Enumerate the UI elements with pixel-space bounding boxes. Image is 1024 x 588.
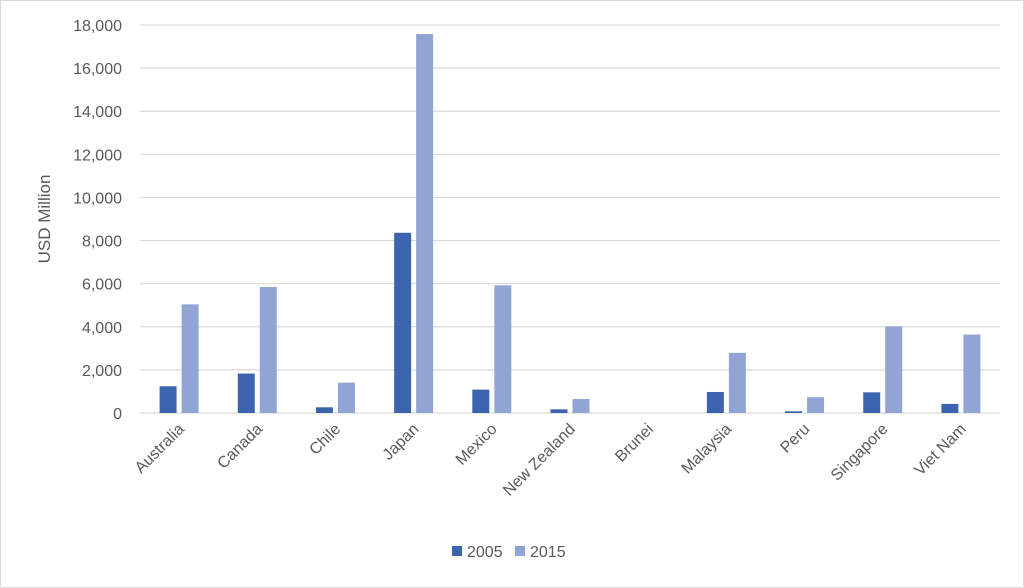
bar-2015-singapore xyxy=(885,326,903,413)
y-tick-label: 18,000 xyxy=(73,18,122,35)
x-tick-label: Mexico xyxy=(453,421,501,469)
x-tick-label: Singapore xyxy=(828,421,892,485)
y-tick-label: 16,000 xyxy=(73,61,122,78)
bar-2005-japan xyxy=(394,232,412,413)
bar-2015-japan xyxy=(416,34,434,413)
x-tick-label: New Zealand xyxy=(500,421,579,500)
legend-swatch-2015 xyxy=(515,546,525,556)
x-tick-label: Viet Nam xyxy=(911,421,969,479)
x-tick-label: Canada xyxy=(214,421,266,473)
bar-2015-malaysia xyxy=(728,352,746,413)
bar-2015-viet-nam xyxy=(963,334,981,413)
x-tick-label: Australia xyxy=(132,421,188,477)
bar-2015-chile xyxy=(337,382,355,413)
y-tick-label: 0 xyxy=(113,406,122,423)
bar-2005-chile xyxy=(315,407,333,413)
legend-label: 2015 xyxy=(530,544,566,561)
x-tick-labels: Australia Canada Chile Japan Mexico New Zeala… xyxy=(132,421,970,500)
x-tick-label: Brunei xyxy=(612,421,657,466)
gridlines xyxy=(140,24,1000,414)
bar-2015-australia xyxy=(181,304,199,413)
y-tick-label: 6,000 xyxy=(82,277,122,294)
bar-2015-canada xyxy=(259,287,277,413)
y-tick-label: 4,000 xyxy=(82,320,122,337)
x-tick-label: Chile xyxy=(306,421,344,459)
y-tick-labels: 0 2,000 4,000 6,000 8,000 10,000 12,000 14,000 1… xyxy=(73,18,122,423)
bar-2005-new-zealand xyxy=(550,409,568,413)
y-tick-label: 14,000 xyxy=(73,104,122,121)
x-tick-label: Peru xyxy=(777,421,813,457)
y-tick-label: 8,000 xyxy=(82,234,122,251)
legend: 2005 2015 xyxy=(452,544,566,561)
y-tick-label: 12,000 xyxy=(73,147,122,164)
bar-2005-singapore xyxy=(863,392,881,413)
bar-2005-canada xyxy=(237,373,255,413)
bar-2005-peru xyxy=(785,411,803,413)
x-tick-label: Japan xyxy=(380,421,423,464)
bar-2005-malaysia xyxy=(706,391,724,413)
bar-2005-australia xyxy=(159,386,177,413)
bar-2005-mexico xyxy=(472,389,490,413)
y-tick-label: 2,000 xyxy=(82,363,122,380)
bar-2015-new-zealand xyxy=(572,398,590,413)
bar-2015-peru xyxy=(807,397,825,413)
legend-swatch-2005 xyxy=(452,546,462,556)
bar-2015-mexico xyxy=(494,285,512,413)
legend-label: 2005 xyxy=(467,544,503,561)
y-axis-label: USD Million xyxy=(35,175,54,264)
x-tick-label: Malaysia xyxy=(679,421,736,478)
bar-2005-viet-nam xyxy=(941,403,959,413)
bars xyxy=(159,34,981,413)
y-tick-label: 10,000 xyxy=(73,190,122,207)
